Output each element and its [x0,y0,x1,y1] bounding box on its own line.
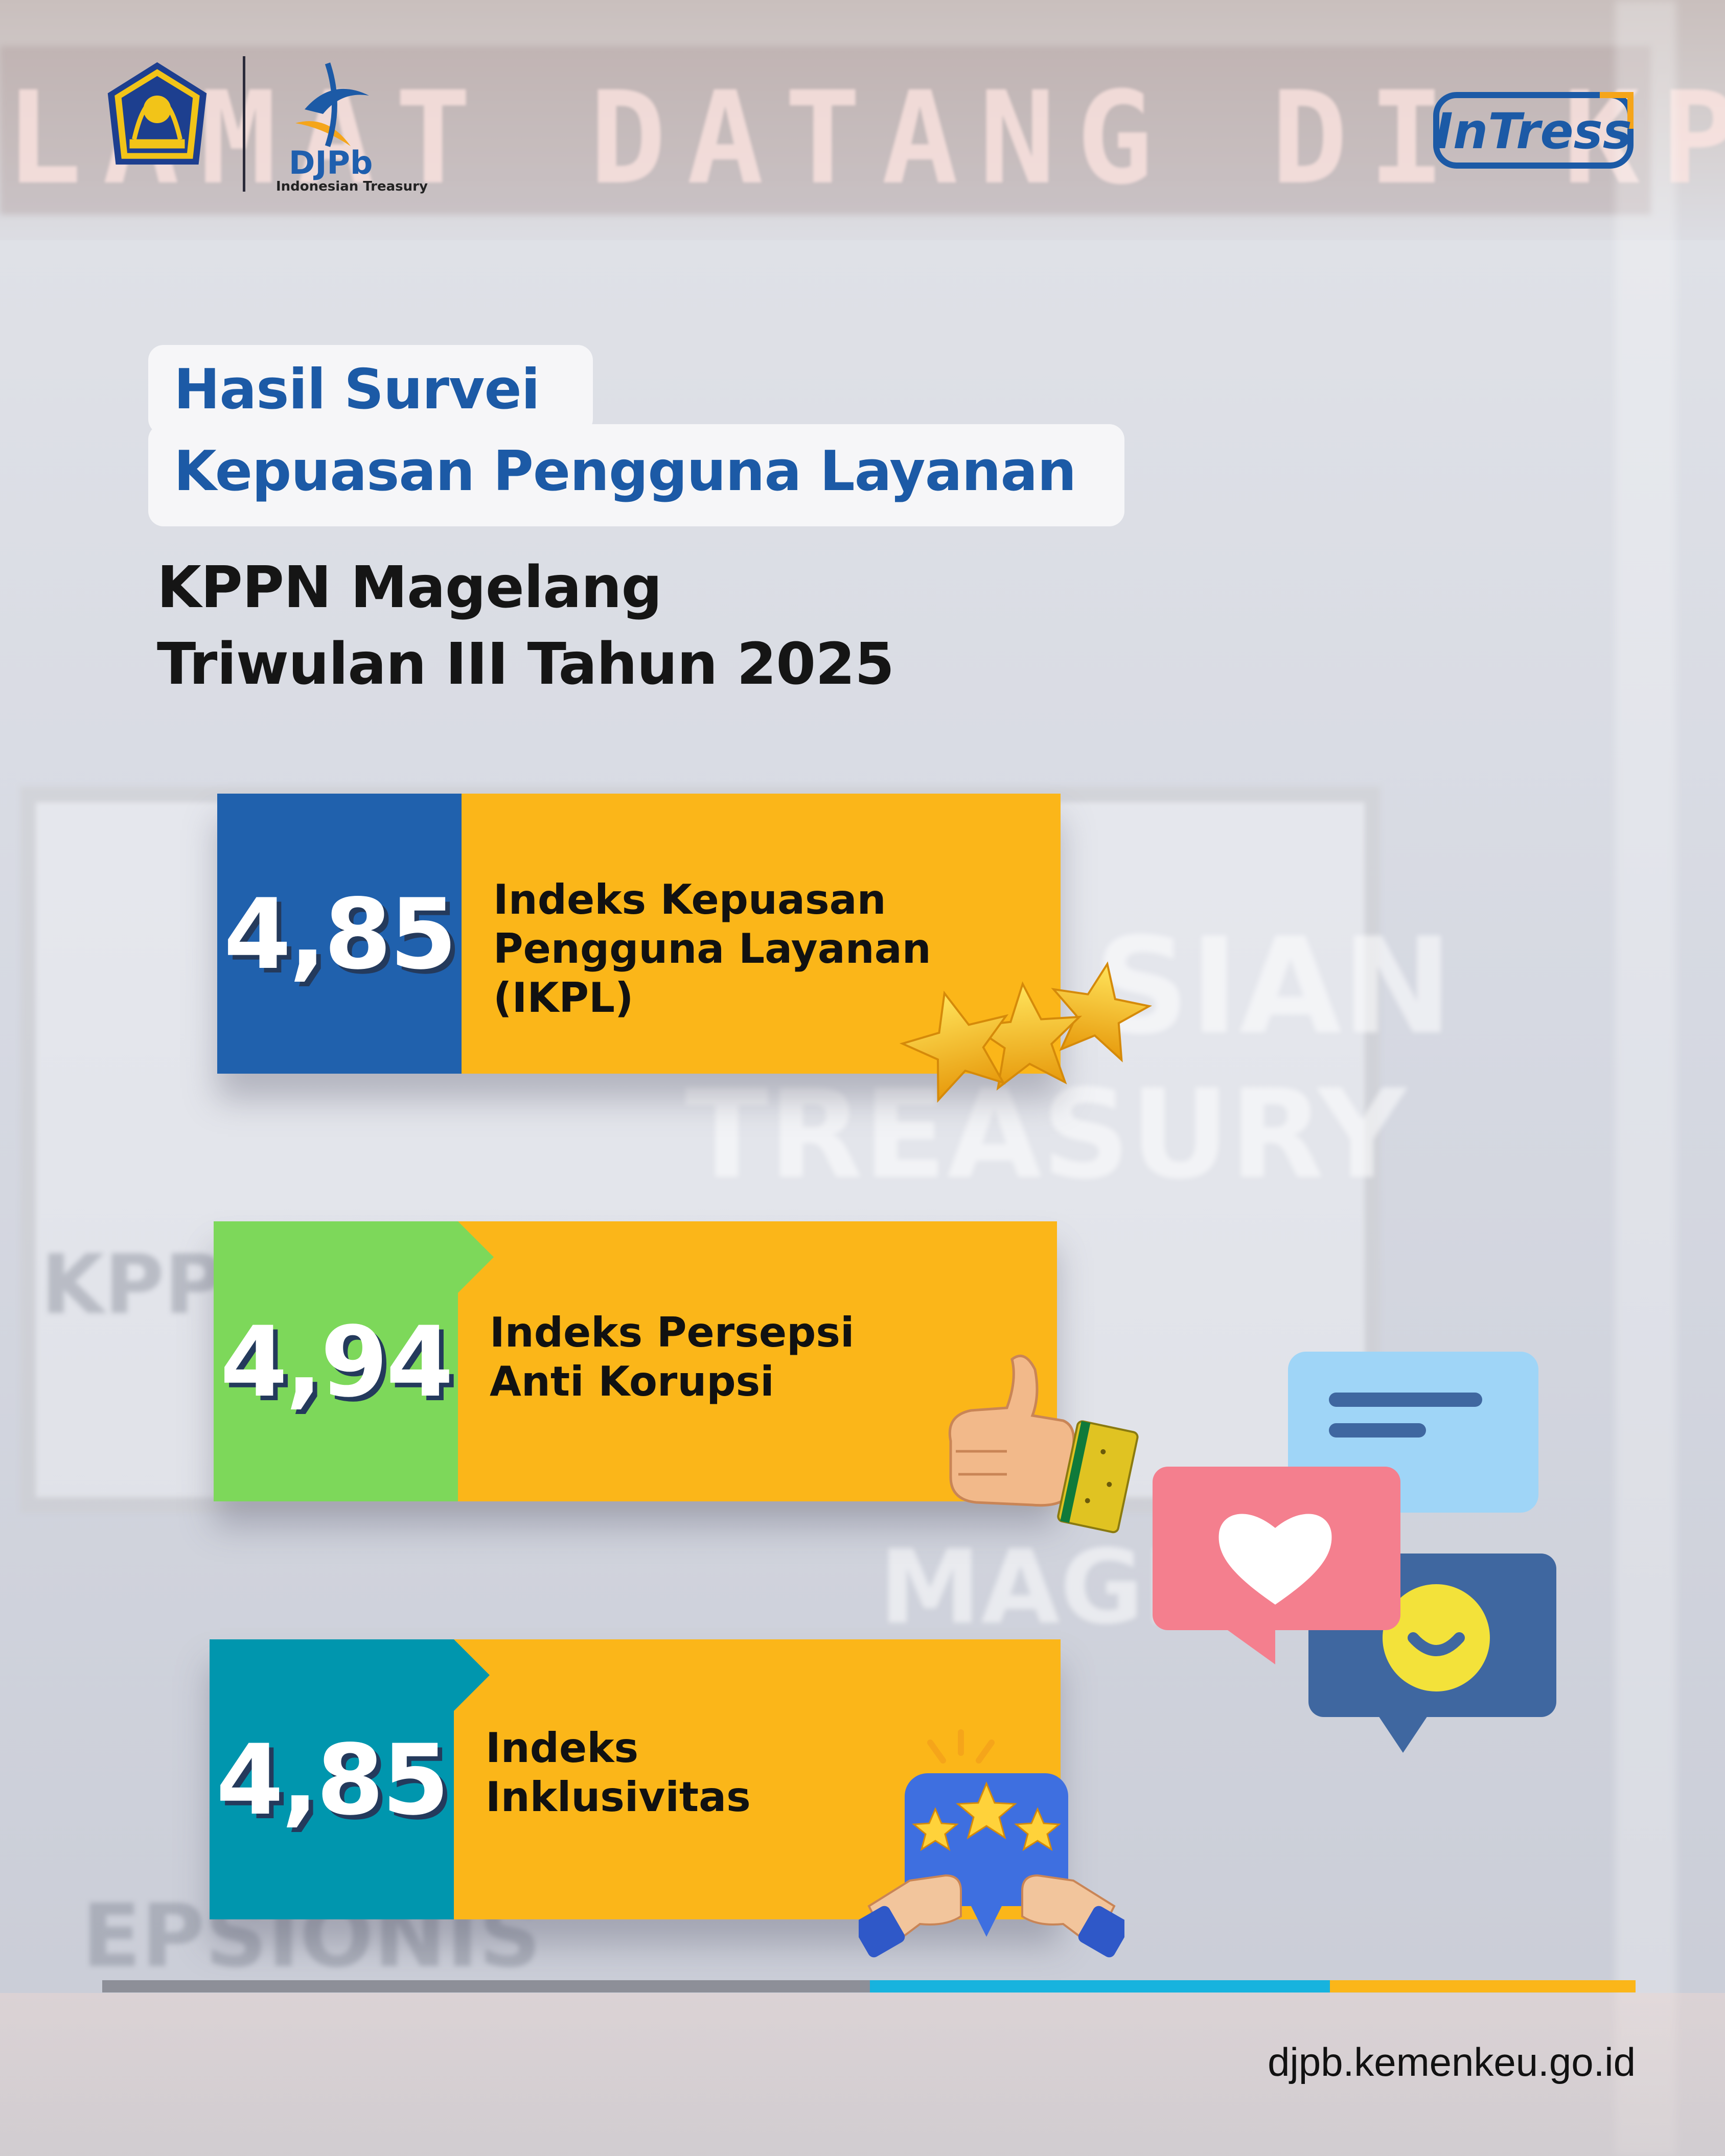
office-name: KPPN Magelang [157,554,662,621]
background-text: SIAN [1094,910,1453,1064]
stat-value: 4,85 [223,878,457,991]
page-title-line2: Kepuasan Pengguna Layanan [174,439,1076,503]
background-floor [0,1993,1725,2156]
background-pillar [1615,0,1676,2156]
background-text: KPP [41,1237,224,1332]
stat-label: Anti Korupsi [490,1358,774,1405]
stat-label: Indeks Kepuasan [493,876,886,923]
stat-notch [458,1221,494,1293]
intress-logo-text: InTress [1435,103,1632,160]
stat-notch [454,1639,490,1711]
stat-label: Pengguna Layanan [493,925,931,972]
stat-label: Indeks Persepsi [490,1309,855,1356]
djpb-logo-text: DJPb [289,144,373,181]
stat-label: Indeks [486,1724,639,1772]
footer-bar-yellow [1330,1980,1636,1992]
stat-label: Inklusivitas [486,1773,751,1821]
page-title-line1: Hasil Survei [174,358,540,422]
stat-value: 4,85 [216,1724,450,1837]
stat-value-block [214,1221,458,1501]
djpb-logo-subtitle: Indonesian Treasury [276,179,428,194]
chat-bubbles-decoration [1153,1352,1556,1753]
footer-bar-blue [870,1980,1330,1992]
led-sign [0,46,1651,215]
rating-handshake-icon [859,1729,1124,1958]
inclusivity-stat-card: 4,85 Indeks Inklusivitas [210,1639,1061,1919]
footer-bar-gray [102,1980,870,1992]
stat-label: (IKPL) [493,974,634,1022]
website-link[interactable]: djpb.kemenkeu.go.id [1268,2039,1636,2084]
logo-divider [243,56,245,192]
heart-bubble-icon [1153,1467,1400,1664]
intress-logo-icon: InTress [1433,92,1634,169]
stat-value-block [210,1639,454,1919]
period-label: Triwulan III Tahun 2025 [157,631,894,698]
thumbs-up-icon [948,1354,1139,1534]
stat-value: 4,94 [220,1306,454,1419]
title-box [148,424,1124,526]
three-stars-icon [900,961,1153,1103]
djpb-logo-icon [295,62,369,147]
title-box [148,345,593,434]
background-text: TREASURY [685,1063,1407,1206]
stat-value-block [217,794,462,1074]
kemenkeu-logo-icon [107,62,207,165]
